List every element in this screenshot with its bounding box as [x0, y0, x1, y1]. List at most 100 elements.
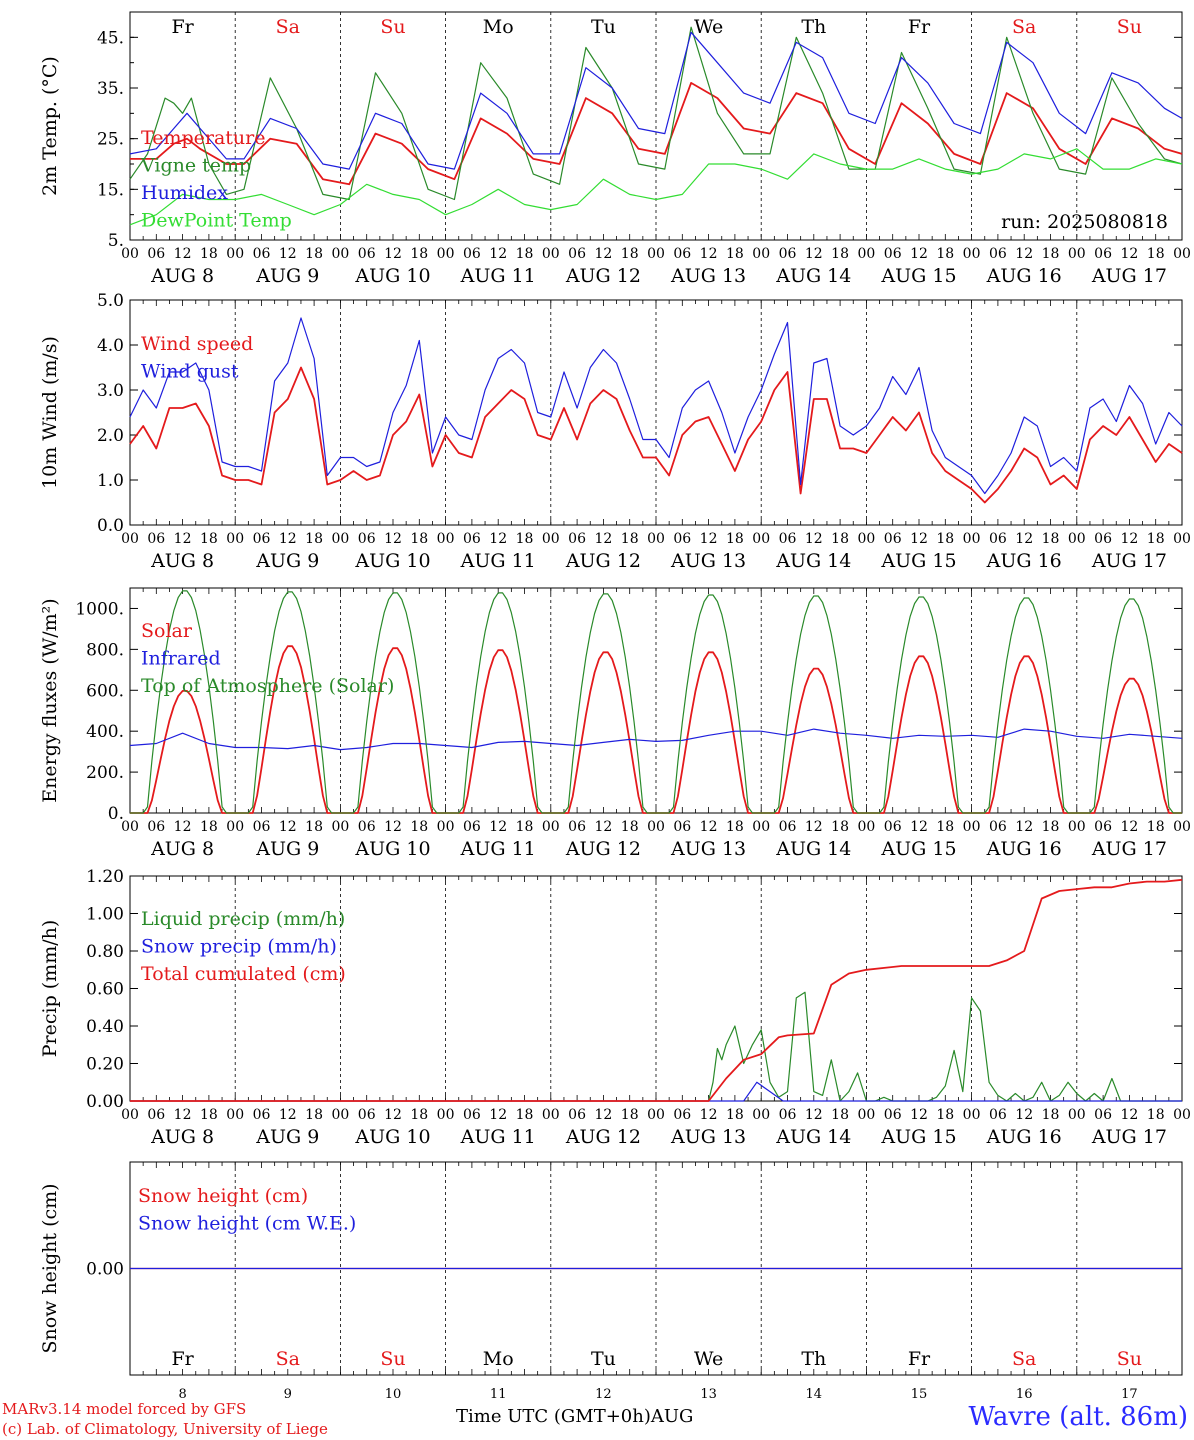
day-number-label: 10 — [385, 1387, 402, 1402]
hour-label: 12 — [1120, 531, 1138, 547]
y-axis-title: 10m Wind (m/s) — [39, 336, 61, 489]
hour-label: 00 — [752, 531, 770, 547]
hour-label: 00 — [121, 1107, 139, 1123]
hour-label: 06 — [358, 819, 376, 835]
hour-label: 00 — [437, 246, 455, 262]
hour-label: 12 — [174, 246, 192, 262]
run-label: run: 2025080818 — [1001, 211, 1168, 233]
date-label: AUG 10 — [354, 265, 430, 287]
series-line — [129, 31, 1183, 170]
hour-label: 18 — [1042, 246, 1060, 262]
date-label: AUG 9 — [255, 1126, 319, 1148]
legend-entry: Solar — [141, 620, 193, 642]
y-tick-label: 15. — [97, 180, 124, 200]
date-label: AUG 17 — [1091, 550, 1167, 572]
legend-entry: Wind speed — [141, 333, 253, 355]
date-label: AUG 10 — [354, 1126, 430, 1148]
hour-label: 12 — [384, 531, 402, 547]
date-label: AUG 10 — [354, 550, 430, 572]
hour-label: 12 — [384, 246, 402, 262]
hour-label: 12 — [594, 531, 612, 547]
hour-label: 12 — [700, 819, 718, 835]
hour-label: 12 — [1120, 1107, 1138, 1123]
hour-label: 06 — [358, 531, 376, 547]
date-label: AUG 15 — [880, 550, 956, 572]
location-label: Wavre (alt. 86m) — [968, 1402, 1188, 1432]
hour-label: 18 — [1042, 531, 1060, 547]
legend-entry: Temperature — [141, 127, 265, 149]
series-line — [129, 26, 1183, 201]
y-tick-label: 400. — [86, 722, 124, 742]
hour-label: 06 — [463, 819, 481, 835]
legend-entry: Total cumulated (cm) — [141, 963, 346, 985]
legend-entry: Vigne temp — [140, 155, 251, 177]
date-label: AUG 8 — [150, 550, 214, 572]
hour-label: 06 — [989, 531, 1007, 547]
y-tick-label: 0.20 — [86, 1055, 124, 1075]
y-tick-label: 0.0 — [97, 516, 124, 536]
hour-label: 00 — [647, 819, 665, 835]
date-label: AUG 17 — [1091, 1126, 1167, 1148]
hour-label: 12 — [910, 246, 928, 262]
series-line — [129, 317, 1183, 495]
day-number-label: 12 — [595, 1387, 612, 1402]
hour-label: 12 — [279, 1107, 297, 1123]
hour-label: 18 — [200, 819, 218, 835]
hour-label: 00 — [331, 1107, 349, 1123]
hour-label: 06 — [253, 1107, 271, 1123]
hour-label: 00 — [437, 819, 455, 835]
hour-label: 06 — [989, 246, 1007, 262]
date-label: AUG 15 — [880, 265, 956, 287]
date-label: AUG 12 — [565, 1126, 641, 1148]
day-number-label: 13 — [700, 1387, 717, 1402]
hour-label: 06 — [147, 1107, 165, 1123]
hour-label: 00 — [542, 531, 560, 547]
hour-label: 12 — [489, 531, 507, 547]
series-line — [130, 878, 1183, 1102]
hour-label: 06 — [568, 246, 586, 262]
date-label: AUG 17 — [1091, 838, 1167, 860]
hour-label: 00 — [331, 531, 349, 547]
series-line — [130, 991, 1182, 1102]
hour-label: 12 — [489, 246, 507, 262]
y-tick-label: 0.00 — [86, 1092, 124, 1112]
hour-label: 06 — [779, 531, 797, 547]
hour-label: 00 — [752, 1107, 770, 1123]
hour-label: 00 — [542, 1107, 560, 1123]
hour-label: 06 — [568, 1107, 586, 1123]
hour-label: 00 — [647, 1107, 665, 1123]
hour-label: 00 — [1068, 531, 1086, 547]
hour-label: 00 — [857, 1107, 875, 1123]
hour-label: 12 — [910, 819, 928, 835]
hour-label: 00 — [963, 246, 981, 262]
y-tick-label: 600. — [86, 681, 124, 701]
hour-label: 12 — [174, 1107, 192, 1123]
y-axis-title: Snow height (cm) — [39, 1183, 61, 1353]
hour-label: 00 — [121, 531, 139, 547]
hour-label: 06 — [463, 246, 481, 262]
y-tick-label: 0. — [108, 804, 124, 824]
day-of-week-label: Tu — [591, 1348, 616, 1370]
hour-label: 18 — [516, 819, 534, 835]
panel-2 — [129, 299, 1183, 526]
hour-label: 00 — [331, 246, 349, 262]
credit-model: MARv3.14 model forced by GFS — [2, 1400, 247, 1418]
date-label: AUG 11 — [460, 550, 536, 572]
hour-label: 18 — [200, 246, 218, 262]
hour-label: 06 — [358, 246, 376, 262]
y-tick-label: 1.0 — [97, 471, 124, 491]
hour-label: 18 — [1042, 1107, 1060, 1123]
hour-label: 18 — [831, 246, 849, 262]
series-line — [129, 728, 1183, 751]
hour-label: 06 — [989, 819, 1007, 835]
hour-label: 18 — [831, 1107, 849, 1123]
date-label: AUG 16 — [986, 838, 1062, 860]
legend-entry: Snow height (cm) — [138, 1185, 308, 1207]
date-label: AUG 8 — [150, 838, 214, 860]
day-of-week-label: We — [694, 16, 723, 38]
hour-label: 00 — [542, 819, 560, 835]
hour-label: 18 — [305, 246, 323, 262]
day-of-week-label: Fr — [908, 16, 931, 38]
hour-label: 00 — [1173, 1107, 1191, 1123]
day-of-week-label: Th — [801, 16, 826, 38]
